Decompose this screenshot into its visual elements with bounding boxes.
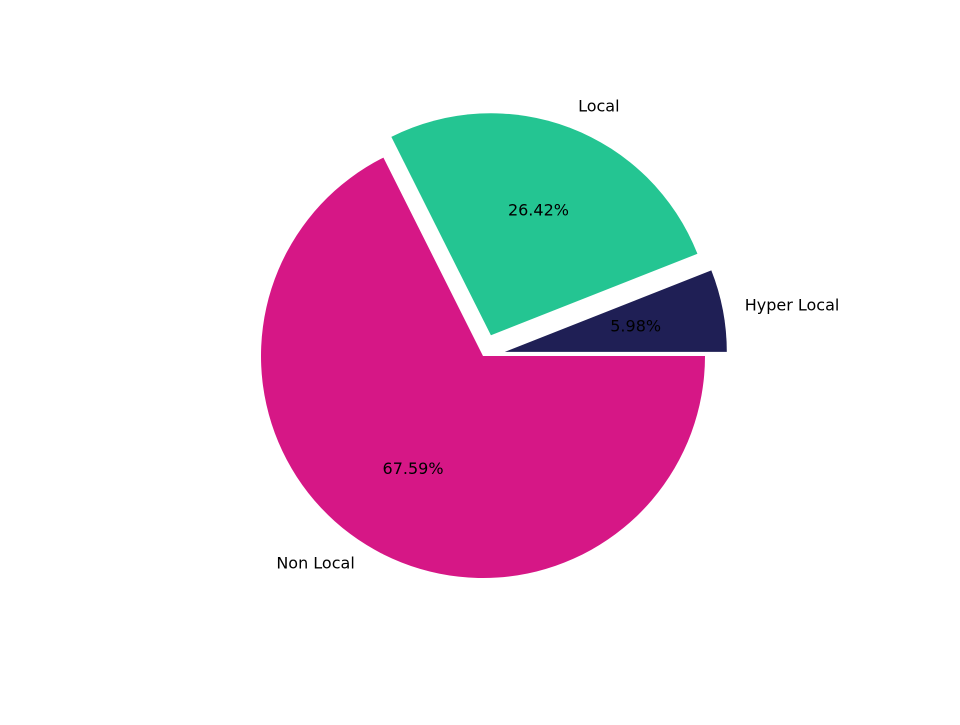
pie-slice-local	[391, 113, 698, 336]
pie-slice-non-local	[261, 157, 705, 579]
pie-slice-pct-label: 5.98%	[610, 316, 661, 335]
pie-slice-category-label: Local	[578, 97, 619, 116]
pie-slice-hyper-local	[504, 270, 727, 352]
pie-slice-category-label: Non Local	[276, 553, 354, 572]
pie-slice-pct-label: 67.59%	[383, 459, 444, 478]
pie-slice-category-label: Hyper Local	[745, 296, 840, 315]
pie-slice-pct-label: 26.42%	[508, 200, 569, 219]
